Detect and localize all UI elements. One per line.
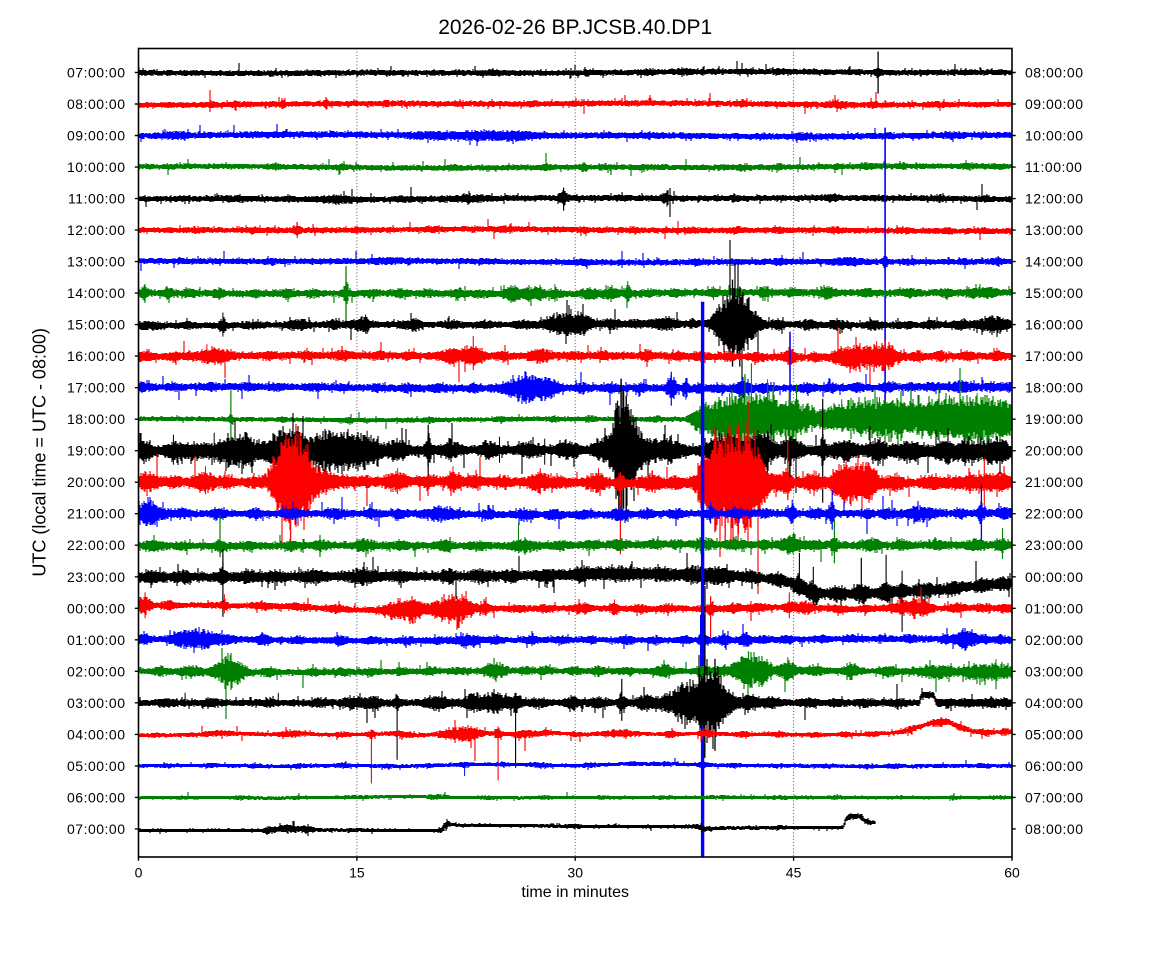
svg-text:07:00:00: 07:00:00	[1025, 789, 1084, 805]
svg-text:15:00:00: 15:00:00	[1025, 285, 1084, 301]
svg-text:11:00:00: 11:00:00	[68, 191, 125, 207]
svg-text:09:00:00: 09:00:00	[1025, 96, 1084, 112]
svg-text:01:00:00: 01:00:00	[67, 632, 126, 648]
svg-text:60: 60	[1004, 865, 1020, 881]
svg-text:UTC (local time = UTC - 08:00): UTC (local time = UTC - 08:00)	[30, 328, 50, 577]
svg-text:2026-02-26 BP.JCSB.40.DP1: 2026-02-26 BP.JCSB.40.DP1	[438, 16, 712, 39]
svg-text:10:00:00: 10:00:00	[1025, 128, 1084, 144]
svg-text:06:00:00: 06:00:00	[1025, 758, 1084, 774]
svg-text:16:00:00: 16:00:00	[67, 348, 126, 364]
svg-text:17:00:00: 17:00:00	[1025, 348, 1084, 364]
svg-text:18:00:00: 18:00:00	[1025, 380, 1084, 396]
svg-text:21:00:00: 21:00:00	[67, 506, 126, 522]
svg-text:04:00:00: 04:00:00	[1025, 695, 1084, 711]
svg-text:14:00:00: 14:00:00	[67, 285, 126, 301]
svg-text:01:00:00: 01:00:00	[1025, 600, 1084, 616]
svg-text:08:00:00: 08:00:00	[1025, 65, 1084, 81]
svg-text:12:00:00: 12:00:00	[1025, 191, 1084, 207]
svg-text:15:00:00: 15:00:00	[67, 317, 126, 333]
svg-text:06:00:00: 06:00:00	[67, 789, 126, 805]
svg-text:time in minutes: time in minutes	[521, 884, 629, 901]
svg-text:00:00:00: 00:00:00	[67, 600, 126, 616]
svg-text:20:00:00: 20:00:00	[67, 474, 126, 490]
svg-text:08:00:00: 08:00:00	[1025, 821, 1084, 837]
svg-text:23:00:00: 23:00:00	[1025, 537, 1084, 553]
svg-text:02:00:00: 02:00:00	[67, 663, 126, 679]
svg-text:05:00:00: 05:00:00	[1025, 726, 1084, 742]
svg-text:22:00:00: 22:00:00	[1025, 506, 1084, 522]
svg-text:20:00:00: 20:00:00	[1025, 443, 1084, 459]
svg-text:13:00:00: 13:00:00	[1025, 222, 1084, 238]
svg-text:0: 0	[135, 865, 143, 881]
svg-text:16:00:00: 16:00:00	[1025, 317, 1084, 333]
svg-text:08:00:00: 08:00:00	[67, 96, 126, 112]
svg-text:07:00:00: 07:00:00	[67, 65, 126, 81]
svg-text:07:00:00: 07:00:00	[67, 821, 126, 837]
svg-text:05:00:00: 05:00:00	[67, 758, 126, 774]
svg-text:12:00:00: 12:00:00	[67, 222, 126, 238]
svg-text:19:00:00: 19:00:00	[67, 443, 126, 459]
svg-text:03:00:00: 03:00:00	[1025, 663, 1084, 679]
svg-text:09:00:00: 09:00:00	[67, 128, 126, 144]
svg-text:02:00:00: 02:00:00	[1025, 632, 1084, 648]
svg-text:04:00:00: 04:00:00	[67, 726, 126, 742]
svg-text:11:00:00: 11:00:00	[1025, 159, 1082, 175]
svg-text:15: 15	[349, 865, 365, 881]
svg-text:30: 30	[567, 865, 583, 881]
svg-text:18:00:00: 18:00:00	[67, 411, 126, 427]
svg-text:10:00:00: 10:00:00	[67, 159, 126, 175]
svg-text:21:00:00: 21:00:00	[1025, 474, 1084, 490]
svg-text:13:00:00: 13:00:00	[67, 254, 126, 270]
svg-text:14:00:00: 14:00:00	[1025, 254, 1084, 270]
svg-text:23:00:00: 23:00:00	[67, 569, 126, 585]
svg-text:00:00:00: 00:00:00	[1025, 569, 1084, 585]
svg-text:17:00:00: 17:00:00	[67, 380, 126, 396]
svg-text:45: 45	[786, 865, 802, 881]
svg-text:22:00:00: 22:00:00	[67, 537, 126, 553]
svg-text:19:00:00: 19:00:00	[1025, 411, 1084, 427]
svg-text:03:00:00: 03:00:00	[67, 695, 126, 711]
